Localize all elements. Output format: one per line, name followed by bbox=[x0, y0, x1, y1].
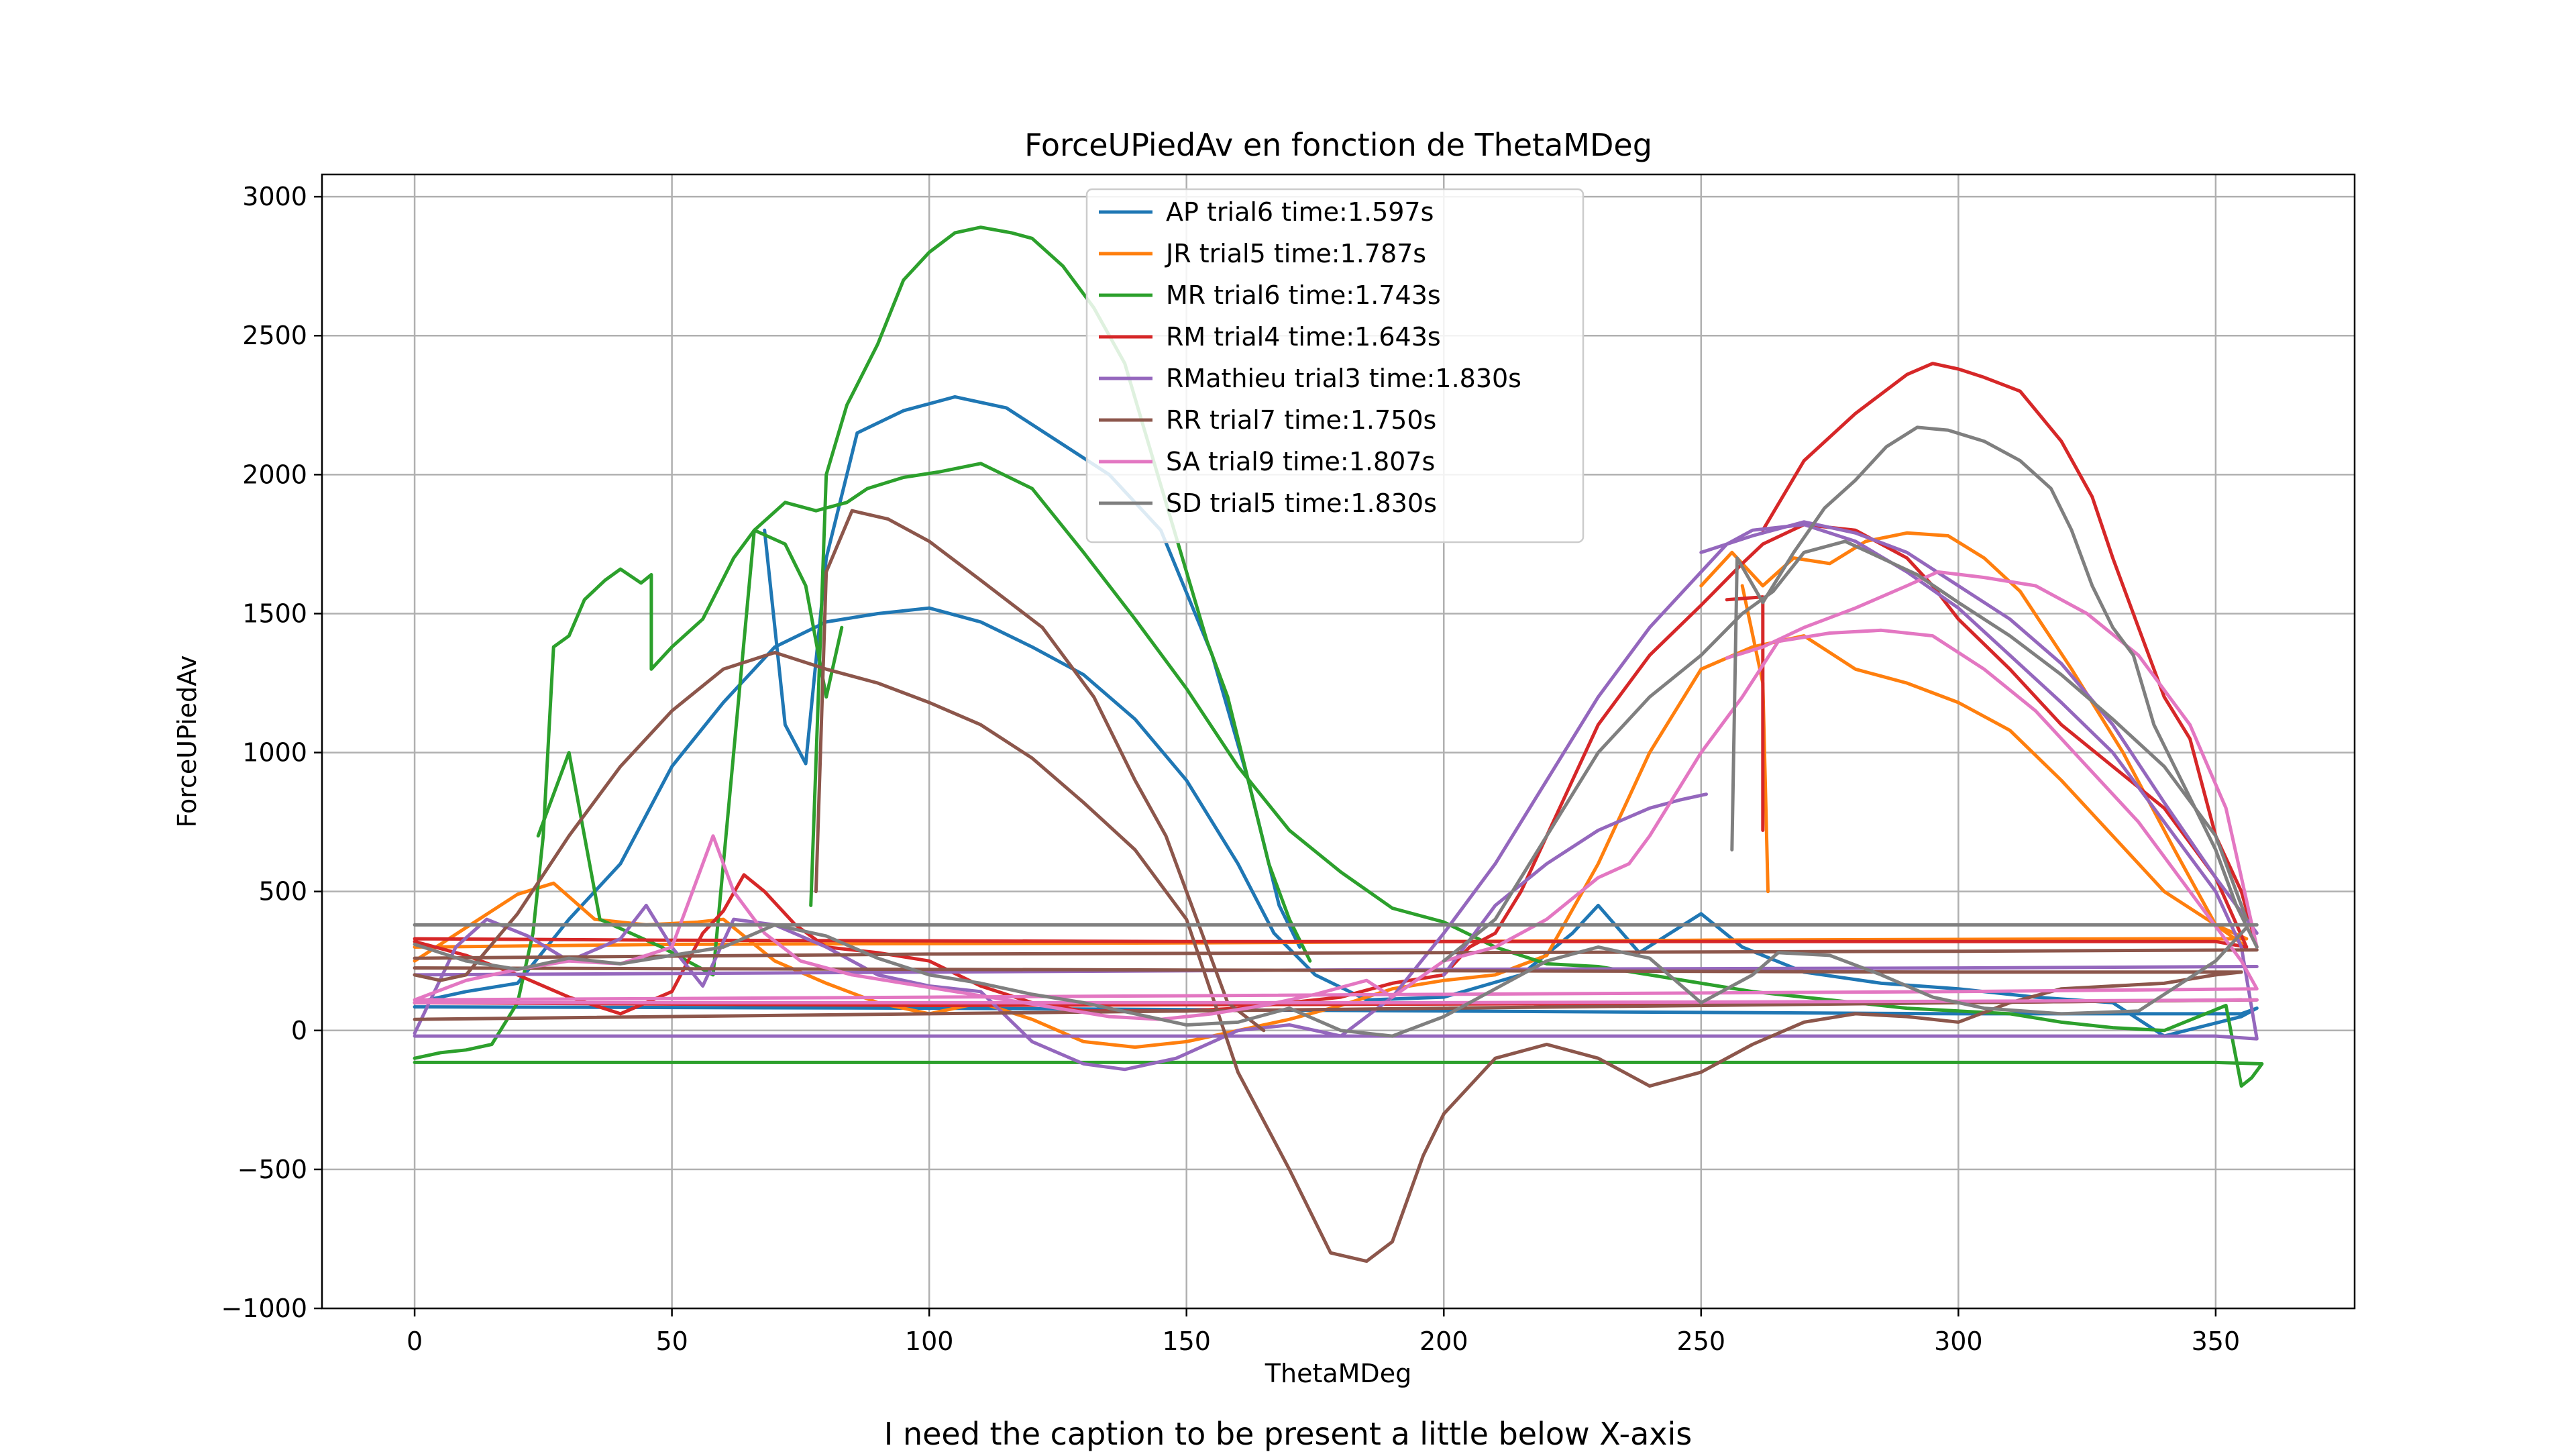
x-tick-label: 200 bbox=[1419, 1327, 1468, 1356]
series-line bbox=[1699, 531, 2249, 949]
series-line bbox=[1442, 539, 2249, 963]
caption: I need the caption to be present a littl… bbox=[883, 1416, 1693, 1452]
series-line bbox=[1442, 792, 1708, 977]
series-line bbox=[1725, 570, 2259, 949]
legend-entry: AP trial6 time:1.597s bbox=[1166, 197, 1434, 227]
series-6 bbox=[413, 570, 2259, 1021]
series-line bbox=[413, 998, 2259, 1004]
legend-entry: JR trial5 time:1.787s bbox=[1165, 239, 1426, 268]
series-line bbox=[413, 948, 2259, 960]
legend-entry: RR trial7 time:1.750s bbox=[1166, 405, 1436, 435]
series-line bbox=[1730, 425, 2259, 949]
series-line bbox=[413, 923, 2249, 1038]
series-line bbox=[413, 606, 2259, 1038]
y-tick-label: 0 bbox=[291, 1016, 307, 1045]
series-line bbox=[1699, 520, 2259, 935]
series-line bbox=[413, 651, 2243, 1263]
legend: AP trial6 time:1.597s JR trial5 time:1.78… bbox=[1085, 188, 1585, 543]
x-tick-label: 250 bbox=[1677, 1327, 1726, 1356]
plot-frame bbox=[321, 173, 2356, 1310]
y-tick-label: 2000 bbox=[242, 460, 307, 489]
axis-ticks: 0 50 100 150 200 250 300 350 −1000 −500 0 500 1000 15… bbox=[221, 182, 2240, 1356]
series-line bbox=[413, 523, 2249, 1016]
series-line bbox=[413, 634, 2249, 1049]
series-line bbox=[413, 628, 2259, 1021]
plot-area bbox=[413, 225, 2264, 1263]
x-axis-label: ThetaMDeg bbox=[1265, 1359, 1411, 1388]
legend-entry: MR trial6 time:1.743s bbox=[1166, 280, 1441, 310]
x-tick-label: 100 bbox=[905, 1327, 954, 1356]
x-tick-label: 150 bbox=[1162, 1327, 1211, 1356]
series-7 bbox=[413, 425, 2259, 1038]
y-tick-label: 2500 bbox=[242, 321, 307, 350]
x-tick-label: 0 bbox=[407, 1327, 423, 1356]
y-tick-label: −1000 bbox=[221, 1294, 307, 1323]
series-line bbox=[413, 528, 844, 1060]
y-tick-label: −500 bbox=[237, 1155, 307, 1184]
legend-entry: SA trial9 time:1.807s bbox=[1166, 447, 1435, 476]
legend-box bbox=[1085, 188, 1585, 543]
series-line bbox=[809, 225, 1312, 963]
x-tick-label: 50 bbox=[655, 1327, 688, 1356]
series-line bbox=[814, 509, 1266, 1033]
legend-entry: RM trial4 time:1.643s bbox=[1166, 322, 1441, 352]
series-line bbox=[1761, 362, 2259, 949]
y-tick-label: 1500 bbox=[242, 599, 307, 628]
y-axis-label: ForceUPiedAv bbox=[172, 655, 202, 827]
y-tick-label: 1000 bbox=[242, 738, 307, 768]
legend-entry: RMathieu trial3 time:1.830s bbox=[1166, 364, 1521, 393]
x-tick-label: 300 bbox=[1934, 1327, 1983, 1356]
series-lines bbox=[413, 225, 2264, 1263]
y-tick-label: 3000 bbox=[242, 182, 307, 211]
y-tick-label: 500 bbox=[258, 877, 307, 906]
x-tick-label: 350 bbox=[2192, 1327, 2241, 1356]
legend-entry: SD trial5 time:1.830s bbox=[1166, 488, 1437, 518]
chart-title: ForceUPiedAv en fonction de ThetaMDeg bbox=[1024, 127, 1652, 163]
